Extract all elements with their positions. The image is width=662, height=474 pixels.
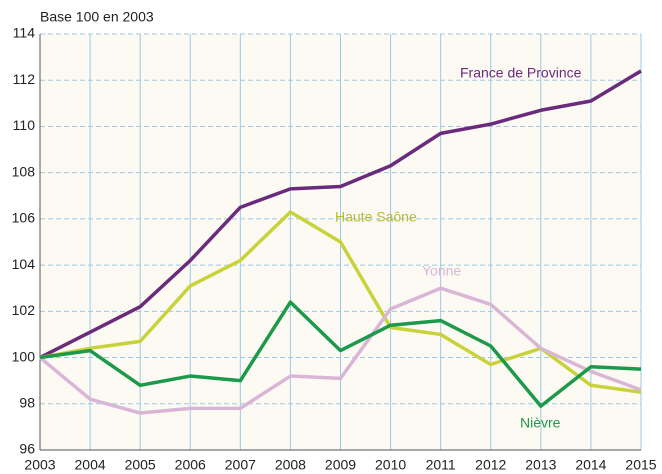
x-tick-label: 2005 (125, 457, 156, 473)
x-tick-label: 2006 (175, 457, 206, 473)
y-tick-label: 110 (13, 117, 36, 133)
series-label: Haute Saône (335, 209, 417, 225)
x-tick-label: 2010 (375, 457, 406, 473)
y-tick-label: 106 (12, 210, 36, 226)
series-label: Yonne (422, 263, 461, 279)
series-line (39, 300, 642, 408)
x-tick-label: 2008 (275, 457, 306, 473)
x-tick-label: 2003 (24, 457, 55, 473)
x-tick-label: 2009 (325, 457, 356, 473)
series-line (39, 69, 642, 360)
y-tick-label: 98 (19, 394, 35, 410)
x-tick-label: 2012 (475, 457, 506, 473)
y-tick-label: 104 (12, 256, 36, 272)
y-axis-label: Base 100 en 2003 (40, 9, 154, 25)
series-label: Nièvre (520, 415, 561, 431)
series-line (38, 286, 642, 415)
x-tick-label: 2007 (225, 457, 256, 473)
x-tick-label: 2011 (426, 457, 456, 473)
series-label: France de Province (460, 65, 582, 81)
y-tick-label: 112 (13, 71, 36, 87)
y-tick-label: 102 (12, 302, 36, 318)
y-tick-label: 100 (12, 348, 36, 364)
x-tick-label: 2014 (575, 457, 606, 473)
y-tick-label: 114 (13, 25, 36, 41)
y-tick-label: 96 (19, 441, 35, 457)
x-tick-label: 2004 (75, 457, 106, 473)
x-tick-label: 2015 (625, 457, 656, 473)
x-tick-label: 2013 (525, 457, 556, 473)
y-tick-label: 108 (12, 163, 36, 179)
